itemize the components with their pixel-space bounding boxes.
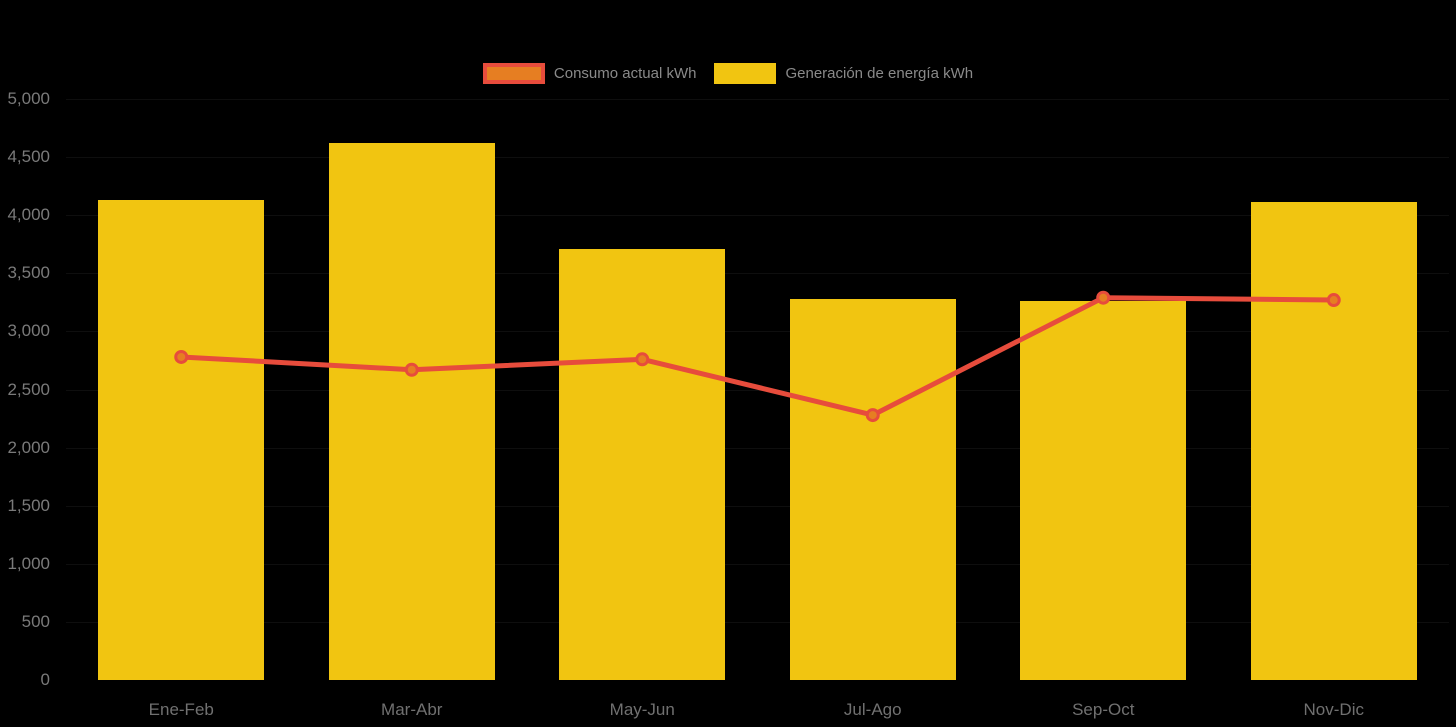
y-tick-label: 4,500 — [7, 147, 50, 167]
gridline — [66, 331, 1449, 333]
legend-label-generacion: Generación de energía kWh — [785, 65, 974, 82]
y-tick-label: 4,000 — [7, 205, 50, 225]
legend-item-generacion[interactable]: Generación de energía kWh — [714, 63, 973, 84]
y-tick-label: 2,000 — [7, 437, 50, 457]
x-tick-label-ene-feb: Ene-Feb — [148, 700, 214, 719]
gridline — [66, 215, 1449, 217]
y-tick-label: 1,500 — [7, 495, 50, 515]
bar-jul-ago[interactable] — [789, 298, 956, 680]
y-tick-label: 2,500 — [7, 379, 50, 399]
x-tick-label-nov-dic: Nov-Dic — [1303, 700, 1364, 719]
gridline — [66, 447, 1449, 449]
bar-ene-feb[interactable] — [98, 200, 265, 680]
gridline — [66, 621, 1449, 623]
gridline — [66, 389, 1449, 391]
gridline — [66, 505, 1449, 507]
legend-item-consumo-actual[interactable]: Consumo actual kWh — [482, 63, 697, 84]
bar-may-jun[interactable] — [559, 248, 726, 680]
legend-label-consumo-actual: Consumo actual kWh — [553, 65, 697, 82]
bar-sep-oct[interactable] — [1020, 301, 1187, 680]
generacion-energia-swatch-icon — [714, 63, 777, 84]
y-tick-label: 3,500 — [7, 263, 50, 283]
y-tick-label: 5,000 — [7, 89, 50, 108]
x-tick-label-jul-ago: Jul-Ago — [843, 700, 902, 719]
gridline — [66, 157, 1449, 159]
bar-nov-dic[interactable] — [1250, 202, 1417, 680]
bar-mar-abr[interactable] — [328, 143, 495, 680]
y-tick-label: 0 — [40, 670, 50, 689]
gridline — [66, 99, 1449, 100]
y-tick-label: 3,000 — [7, 321, 50, 341]
gridline — [66, 563, 1449, 565]
y-tick-label: 1,000 — [7, 553, 50, 573]
x-tick-label-may-jun: May-Jun — [609, 700, 675, 719]
chart-legend: Consumo actual kWh Generación de energía… — [0, 63, 1456, 84]
x-tick-label-mar-abr: Mar-Abr — [381, 700, 443, 719]
x-tick-label-sep-oct: Sep-Oct — [1072, 700, 1135, 719]
consumo-actual-swatch-icon — [482, 63, 545, 84]
y-tick-label: 500 — [21, 611, 50, 631]
gridline — [66, 273, 1449, 275]
